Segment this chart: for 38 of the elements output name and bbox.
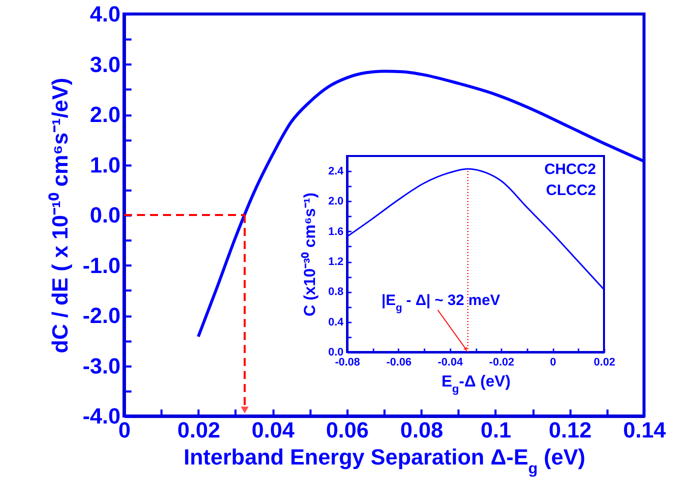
x-tick-label: 0.08 (400, 418, 444, 442)
y-tick-label: 2.0 (90, 102, 120, 127)
line-series (196, 70, 644, 338)
y-tick-label: 0.4 (328, 316, 344, 328)
y-tick-label: 2.4 (328, 166, 344, 178)
x-tick-label: 0.12 (548, 418, 592, 442)
y-tick-label: -1.0 (82, 252, 120, 278)
x-tick-label: -0.06 (386, 356, 412, 368)
x-axis-title: Interband Energy Separation Δ-E$_{g}$ (eV) (184, 444, 586, 477)
y-tick-label: 1.2 (328, 256, 344, 268)
y-axis-title: dC / dE ( x 10⁻¹⁰ cm⁶s⁻¹/eV) (48, 78, 73, 354)
x-tick-label: 0.02 (594, 356, 616, 368)
x-tick-label: 0.06 (326, 418, 369, 442)
y-tick-label: -2.0 (82, 303, 120, 328)
x-tick-label: 0 (118, 418, 131, 442)
y-tick-label: 4.0 (90, 2, 120, 26)
y-axis-title: C (x10⁻³⁰ cm⁶s⁻¹) (301, 192, 320, 316)
x-tick-label: -0.02 (489, 356, 514, 368)
y-tick-label: -4.0 (82, 404, 120, 428)
annotation: |E$_{g}$ - Δ| ~ 32 meV (382, 292, 500, 314)
y-tick-label: 1.6 (328, 226, 344, 238)
y-tick-label: 2.0 (328, 196, 344, 208)
y-tick-label: 1.0 (90, 152, 120, 178)
annotation: CHCC2 (544, 161, 596, 178)
annotation: CLCC2 (546, 182, 596, 199)
y-tick-label: 0.8 (328, 286, 344, 298)
y-tick-label: 0.0 (90, 202, 120, 228)
x-axis-title: E$_{g}$-Δ (eV) (441, 374, 511, 396)
x-tick-label: -0.08 (334, 356, 360, 368)
x-tick-label: 0.1 (480, 418, 512, 442)
x-tick-label: 0.14 (623, 418, 667, 442)
x-tick-label: 0.04 (252, 418, 296, 442)
x-tick-label: 0.02 (177, 418, 220, 442)
y-tick-label: -3.0 (82, 353, 120, 378)
y-tick-label: 0.0 (328, 346, 344, 358)
x-tick-label: 0 (550, 356, 556, 368)
y-tick-label: 3.0 (90, 52, 120, 77)
x-tick-label: -0.04 (438, 356, 464, 368)
